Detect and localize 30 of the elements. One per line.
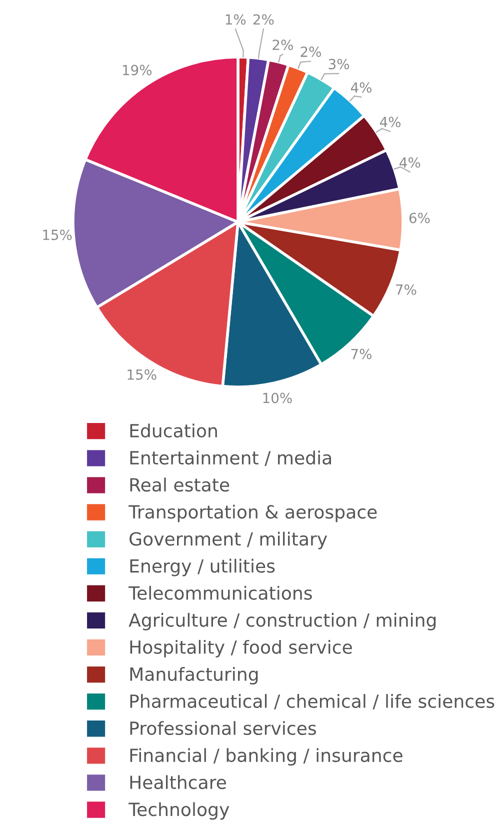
- legend-label: Energy / utilities: [130, 558, 275, 576]
- data-label: 4%: [380, 116, 401, 128]
- legend-label: Technology: [128, 802, 230, 820]
- data-label: 2%: [300, 46, 321, 58]
- legend-label: Real estate: [130, 478, 230, 492]
- data-label: 1%: [226, 14, 246, 25]
- data-label: 7%: [396, 284, 416, 295]
- legend-label: Transportation & aerospace: [128, 504, 377, 522]
- legend-label: Entertainment / media: [130, 450, 332, 466]
- legend-label: Healthcare: [130, 775, 226, 790]
- data-label: 10%: [263, 392, 292, 404]
- legend-label: Pharmaceutical / chemical / life sciences: [130, 694, 494, 710]
- data-label: 2%: [272, 40, 293, 50]
- data-label: 7%: [351, 348, 372, 360]
- data-label: 4%: [350, 82, 372, 93]
- legend-label: Agriculture / construction / mining: [128, 612, 436, 630]
- data-label: 2%: [253, 14, 274, 25]
- legend-label: Education: [130, 424, 217, 438]
- legend-label: Manufacturing: [130, 666, 258, 684]
- data-label: 19%: [122, 64, 152, 76]
- data-label: 4%: [400, 157, 420, 168]
- legend-label: Professional services: [130, 721, 316, 736]
- data-label: 3%: [328, 58, 350, 70]
- legend-label: Telecommunications: [128, 586, 312, 600]
- legend-label: Hospitality / food service: [130, 640, 352, 658]
- legend-label: Government / military: [130, 532, 328, 550]
- data-label: 15%: [43, 230, 72, 240]
- data-label: 6%: [409, 212, 430, 224]
- data-label: 15%: [128, 369, 156, 380]
- legend-label: Financial / banking / insurance: [130, 748, 402, 766]
